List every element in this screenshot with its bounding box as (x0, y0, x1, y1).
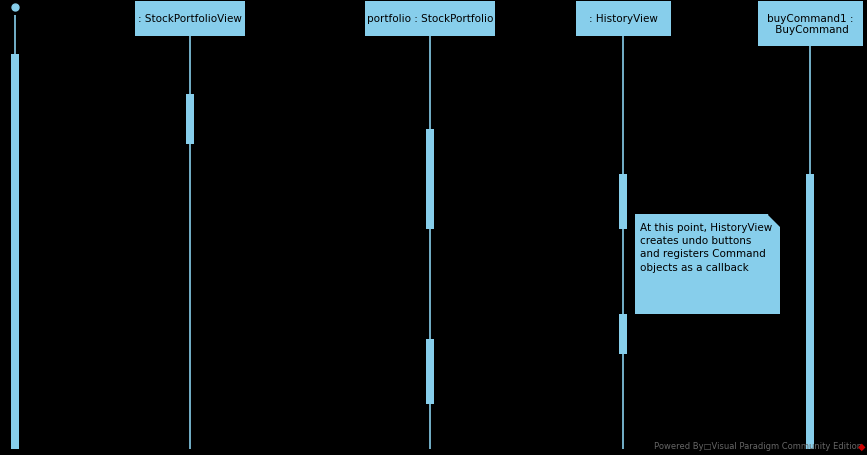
Text: At this point, HistoryView
creates undo buttons
and registers Command
objects as: At this point, HistoryView creates undo … (640, 222, 772, 272)
Bar (635, 214, 780, 314)
Bar (806, 175, 814, 449)
Text: ◆: ◆ (857, 441, 865, 451)
Bar (576, 2, 670, 37)
Bar (365, 2, 495, 37)
Text: buyCommand1 :
 BuyCommand: buyCommand1 : BuyCommand (766, 14, 853, 35)
Bar (619, 314, 627, 354)
Bar (426, 339, 434, 404)
Bar (758, 2, 863, 47)
Text: : HistoryView: : HistoryView (589, 15, 657, 25)
Bar (186, 95, 194, 145)
Bar (135, 2, 245, 37)
Text: portfolio : StockPortfolio: portfolio : StockPortfolio (367, 15, 493, 25)
Text: Powered By□Visual Paradigm Community Edition: Powered By□Visual Paradigm Community Edi… (654, 441, 862, 450)
Text: : StockPortfolioView: : StockPortfolioView (138, 15, 242, 25)
Bar (11, 55, 19, 449)
Polygon shape (768, 214, 780, 227)
Bar (619, 175, 627, 229)
Bar (426, 130, 434, 229)
